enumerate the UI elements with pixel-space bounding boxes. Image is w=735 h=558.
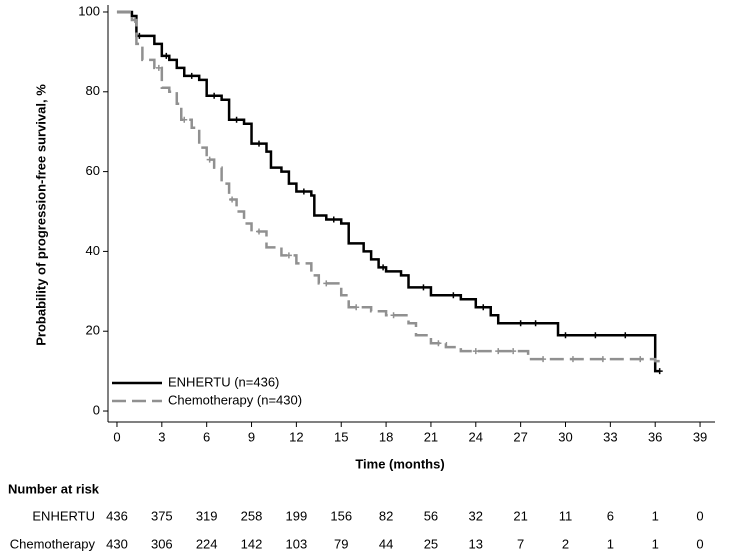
risk-value: 1 <box>607 536 614 551</box>
y-tick-label: 80 <box>86 83 100 98</box>
risk-value: 430 <box>106 536 128 551</box>
censor-mark <box>656 368 663 375</box>
risk-value: 13 <box>469 536 483 551</box>
x-tick-label: 27 <box>513 429 527 444</box>
risk-value: 44 <box>379 536 393 551</box>
risk-value: 319 <box>196 508 218 523</box>
risk-row-label: Chemotherapy <box>10 536 96 551</box>
censor-mark <box>300 188 307 195</box>
x-tick-label: 33 <box>603 429 617 444</box>
x-tick-label: 18 <box>379 429 393 444</box>
x-tick-label: 15 <box>334 429 348 444</box>
risk-value: 224 <box>196 536 218 551</box>
risk-value: 79 <box>334 536 348 551</box>
censor-mark <box>450 292 457 299</box>
risk-row-label: ENHERTU <box>32 508 95 523</box>
risk-value: 6 <box>607 508 614 523</box>
risk-value: 82 <box>379 508 393 523</box>
censor-mark <box>181 116 188 123</box>
legend-label: ENHERTU (n=436) <box>168 374 279 389</box>
risk-value: 32 <box>469 508 483 523</box>
x-tick-label: 21 <box>424 429 438 444</box>
censor-mark <box>256 228 263 235</box>
y-axis-label: Probability of progression-free survival… <box>33 84 48 346</box>
risk-value: 103 <box>286 536 308 551</box>
x-tick-label: 0 <box>113 429 120 444</box>
risk-value: 2 <box>562 536 569 551</box>
censor-mark <box>211 92 218 99</box>
censor-mark <box>155 64 162 71</box>
censor-mark <box>472 348 479 355</box>
censor-mark <box>480 304 487 311</box>
x-tick-label: 24 <box>469 429 483 444</box>
censor-mark <box>233 116 240 123</box>
censor-mark <box>390 312 397 319</box>
y-tick-label: 20 <box>86 323 100 338</box>
risk-value: 7 <box>517 536 524 551</box>
risk-value: 258 <box>241 508 263 523</box>
censor-mark <box>229 196 236 203</box>
x-tick-label: 6 <box>203 429 210 444</box>
censor-mark <box>592 332 599 339</box>
censor-mark <box>622 332 629 339</box>
censor-mark <box>330 216 337 223</box>
censor-mark <box>380 264 387 271</box>
y-tick-label: 0 <box>93 402 100 417</box>
y-tick-label: 100 <box>78 3 100 18</box>
risk-value: 375 <box>151 508 173 523</box>
censor-mark <box>163 52 170 59</box>
censor-mark <box>188 72 195 79</box>
risk-table-title: Number at risk <box>8 481 100 496</box>
km-curve <box>116 10 660 373</box>
legend-label: Chemotherapy (n=430) <box>168 392 302 407</box>
risk-value: 21 <box>513 508 527 523</box>
censor-mark <box>495 348 502 355</box>
censor-mark <box>131 16 138 23</box>
risk-value: 156 <box>330 508 352 523</box>
censor-mark <box>562 332 569 339</box>
risk-value: 56 <box>424 508 438 523</box>
risk-value: 0 <box>696 508 703 523</box>
x-tick-label: 3 <box>158 429 165 444</box>
censor-mark <box>256 140 263 147</box>
x-tick-label: 12 <box>289 429 303 444</box>
x-tick-label: 36 <box>648 429 662 444</box>
km-curve <box>116 10 660 363</box>
risk-value: 0 <box>696 536 703 551</box>
risk-value: 436 <box>106 508 128 523</box>
risk-value: 11 <box>559 508 573 523</box>
censor-mark <box>420 284 427 291</box>
censor-mark <box>206 156 213 163</box>
censor-mark <box>532 320 539 327</box>
risk-value: 25 <box>424 536 438 551</box>
censor-mark <box>323 280 330 287</box>
censor-mark <box>353 304 360 311</box>
y-tick-label: 60 <box>86 163 100 178</box>
censor-mark <box>599 356 606 363</box>
censor-mark <box>285 252 292 259</box>
x-axis-label: Time (months) <box>355 456 444 471</box>
y-tick-label: 40 <box>86 243 100 258</box>
risk-value: 1 <box>652 508 659 523</box>
censor-mark <box>435 340 442 347</box>
risk-value: 142 <box>241 536 263 551</box>
risk-value: 199 <box>286 508 308 523</box>
x-tick-label: 9 <box>248 429 255 444</box>
censor-mark <box>517 320 524 327</box>
risk-value: 306 <box>151 536 173 551</box>
x-tick-label: 30 <box>558 429 572 444</box>
x-tick-label: 39 <box>693 429 707 444</box>
censor-mark <box>510 348 517 355</box>
censor-mark <box>569 356 576 363</box>
censor-mark <box>540 356 547 363</box>
risk-value: 1 <box>652 536 659 551</box>
censor-mark <box>637 356 644 363</box>
